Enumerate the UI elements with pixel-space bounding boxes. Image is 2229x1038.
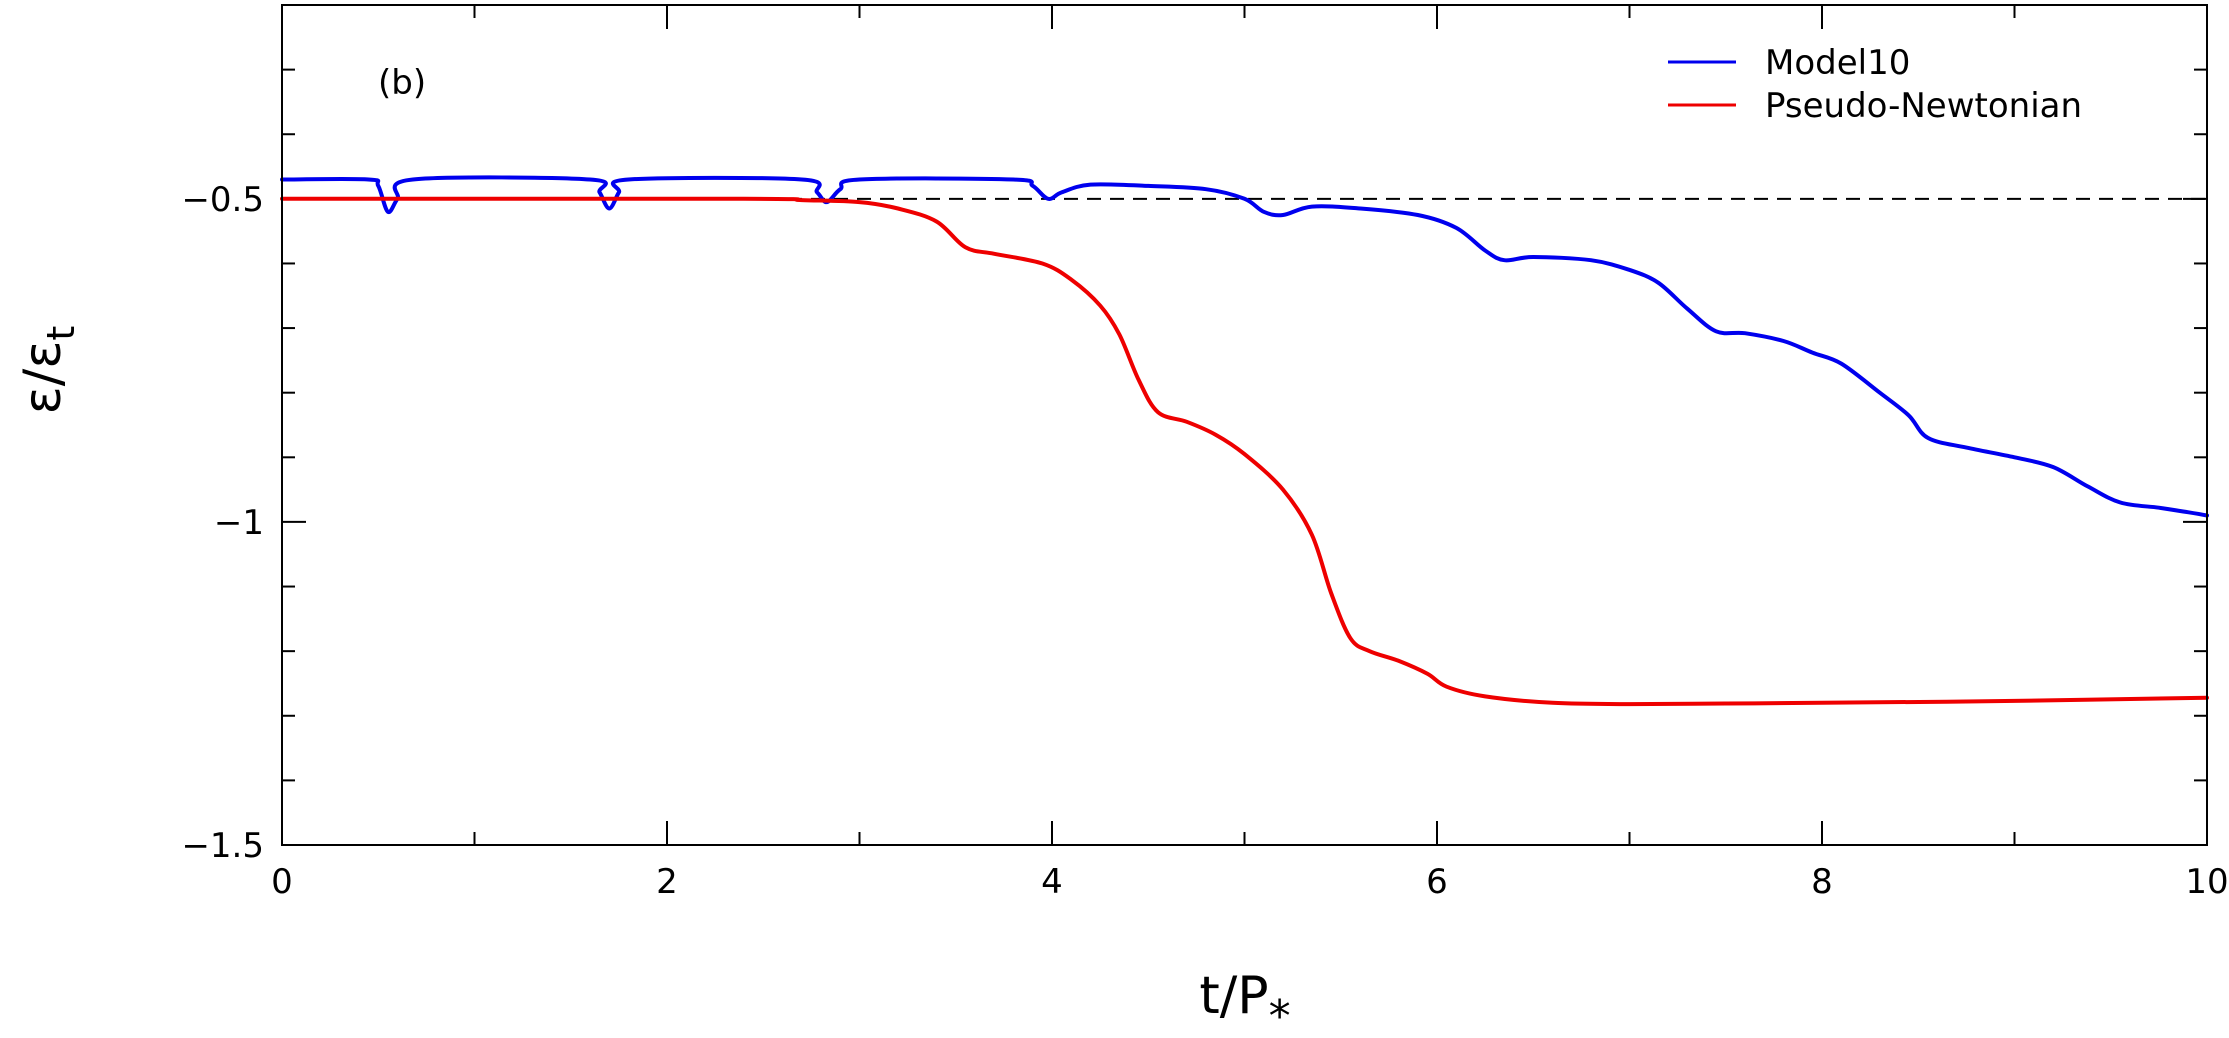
plot-frame <box>281 4 2208 846</box>
x-tick-label: 6 <box>1426 862 1448 902</box>
y-axis-label-subscript: t <box>39 326 83 341</box>
legend-label: Model10 <box>1765 43 1910 83</box>
x-tick-label: 2 <box>656 862 678 902</box>
x-axis-label-main: t/P <box>1199 966 1268 1026</box>
y-axis-label: ε/εt <box>13 326 83 415</box>
panel-label: (b) <box>378 63 426 103</box>
x-tick-label: 0 <box>271 862 293 902</box>
y-tick-label: −1 <box>214 503 264 543</box>
series-line-model10 <box>280 175 2209 518</box>
legend-label: Pseudo-Newtonian <box>1765 86 2082 126</box>
series-line-pseudo-newtonian <box>280 196 2209 707</box>
y-tick-label: −0.5 <box>181 180 264 220</box>
y-axis-label-main: ε/ε <box>13 341 73 415</box>
x-tick-label: 4 <box>1041 862 1063 902</box>
y-tick-label: −1.5 <box>181 826 264 866</box>
x-axis-label: t/P* <box>1199 966 1290 1038</box>
x-tick-label: 10 <box>2185 862 2228 902</box>
x-axis-label-subscript: * <box>1269 991 1291 1038</box>
tick-labels-layer: 0 2 4 6 8 10 −1.5 −1 −0.5 <box>181 180 2228 902</box>
series-layer <box>280 175 2209 707</box>
x-tick-label: 8 <box>1811 862 1833 902</box>
